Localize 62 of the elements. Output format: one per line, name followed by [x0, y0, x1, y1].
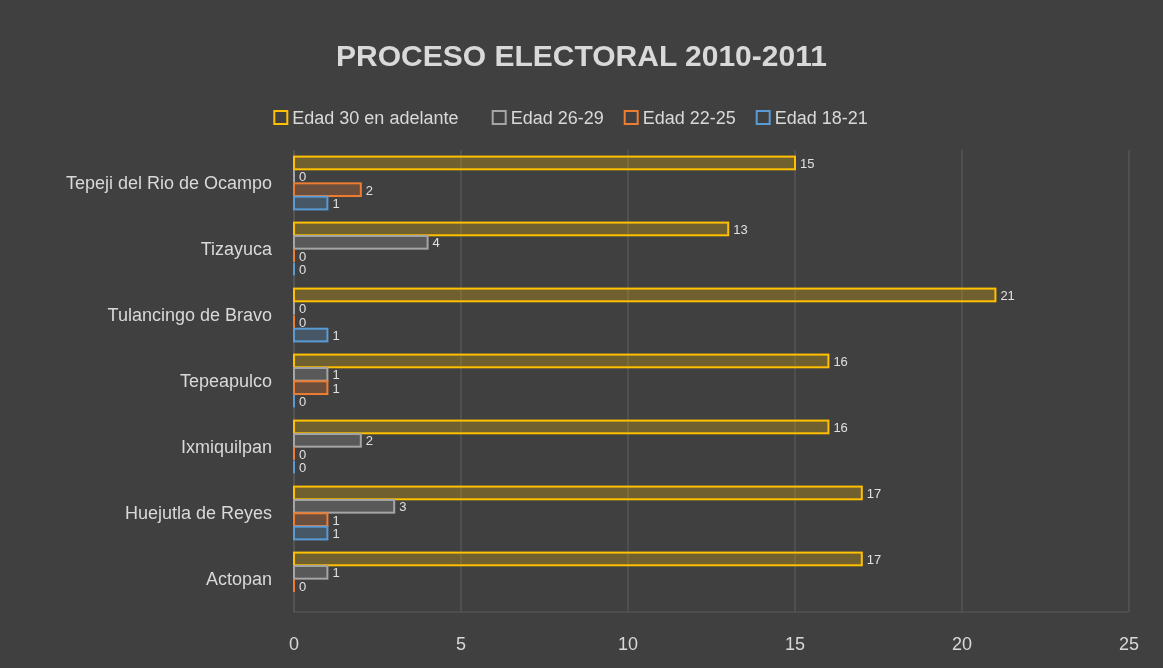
data-label: 0	[299, 446, 307, 462]
data-label: 0	[299, 578, 307, 594]
data-label: 1	[332, 328, 340, 344]
legend-label: Edad 26-29	[510, 108, 604, 128]
bar	[293, 485, 863, 501]
y-tick-label: Ixmiquilpan	[180, 437, 272, 457]
x-tick-label: 10	[617, 634, 639, 654]
data-label: 3	[399, 499, 407, 515]
y-tick-label: Tepeapulco	[179, 371, 272, 391]
y-tick-label: Tizayuca	[200, 239, 273, 259]
data-label: 2	[365, 433, 374, 449]
x-tick-label: 15	[784, 634, 806, 654]
bar	[293, 353, 830, 369]
bar	[293, 419, 830, 435]
bar	[293, 512, 329, 528]
data-label: 0	[299, 394, 307, 410]
x-tick-label: 5	[455, 634, 467, 654]
y-tick-label: Tulancingo de Bravo	[107, 305, 272, 325]
data-label: 21	[1000, 287, 1015, 303]
x-tick-label: 20	[951, 634, 973, 654]
bar	[293, 498, 396, 514]
y-tick-label: Tepeji del Rio de Ocampo	[65, 173, 272, 193]
bar	[293, 551, 863, 567]
data-label: 0	[299, 314, 307, 330]
legend-label: Edad 18-21	[774, 108, 868, 128]
chart-title: PROCESO ELECTORAL 2010-2011	[336, 39, 827, 72]
data-label: 17	[866, 485, 882, 501]
data-label: 16	[833, 353, 848, 369]
data-label: 1	[332, 526, 340, 542]
data-label: 2	[365, 182, 374, 198]
bar	[293, 327, 329, 343]
data-label: 0	[299, 460, 307, 476]
data-label: 0	[299, 248, 307, 264]
bar	[293, 155, 796, 171]
data-label: 0	[299, 301, 307, 317]
data-label: 1	[332, 367, 340, 383]
data-label: 17	[866, 551, 882, 567]
data-label: 16	[833, 419, 848, 435]
bar	[293, 432, 362, 448]
data-label: 1	[332, 196, 340, 212]
bar	[293, 564, 329, 580]
bar	[293, 234, 429, 250]
data-label: 0	[299, 169, 307, 185]
bar	[293, 221, 730, 237]
y-tick-label: Actopan	[205, 569, 272, 589]
bar	[293, 525, 329, 541]
x-tick-label: 25	[1118, 634, 1140, 654]
data-label: 0	[299, 262, 307, 278]
bar	[293, 195, 329, 211]
legend-label: Edad 22-25	[642, 108, 736, 128]
legend-label: Edad 30 en adelante	[292, 108, 459, 128]
data-label: 1	[332, 380, 340, 396]
data-label: 4	[432, 235, 440, 251]
data-label: 1	[332, 565, 340, 581]
bar	[293, 380, 329, 396]
bar	[293, 287, 997, 303]
data-label: 1	[332, 512, 340, 528]
data-label: 15	[800, 155, 815, 171]
y-tick-label: Huejutla de Reyes	[124, 503, 272, 523]
data-label: 13	[733, 221, 748, 237]
x-tick-label: 0	[288, 634, 300, 654]
bar	[293, 182, 362, 198]
